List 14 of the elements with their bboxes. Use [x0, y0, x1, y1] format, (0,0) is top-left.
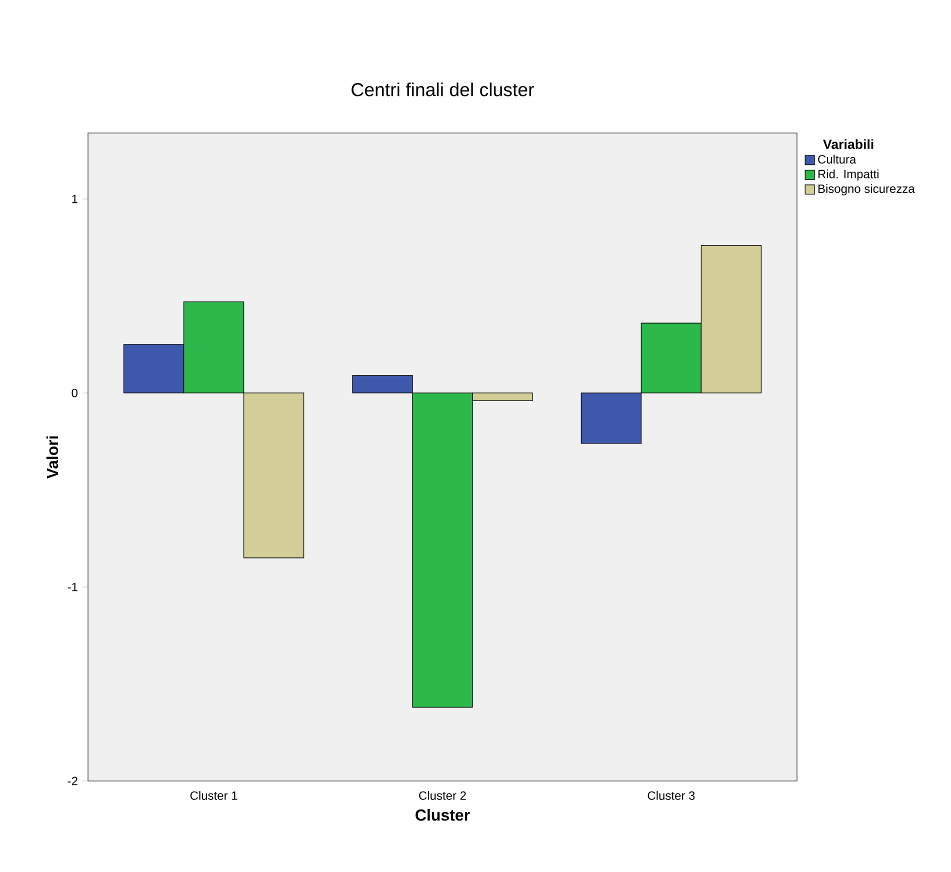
legend-label: Rid. Impatti — [818, 169, 878, 181]
y-tick-label: 0 — [72, 388, 78, 398]
x-tick-label: Cluster 1 — [190, 791, 238, 800]
y-tick-label: -1 — [68, 582, 78, 592]
chart-title: Centri finali del cluster — [352, 82, 534, 96]
x-tick-label: Cluster 2 — [419, 791, 466, 800]
y-axis-title: Valori — [46, 436, 58, 479]
legend-label: Bisogno sicurezza — [818, 184, 915, 196]
y-tick-label: 1 — [72, 194, 78, 204]
legend-label: Cultura — [818, 154, 856, 164]
x-tick-label: Cluster 3 — [648, 791, 695, 800]
y-tick-label: -2 — [68, 776, 78, 786]
legend-title: Variabili — [823, 139, 874, 150]
x-axis-title: Cluster — [416, 809, 470, 821]
